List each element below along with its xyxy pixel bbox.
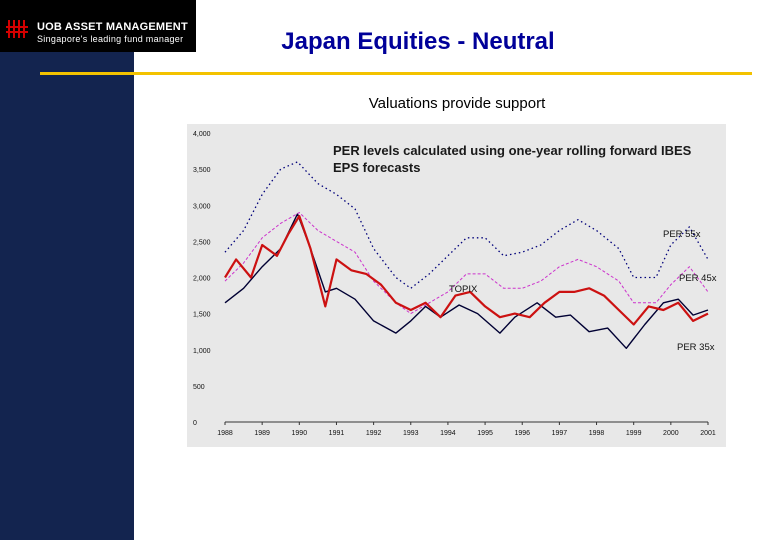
x-tick-label: 1988 [217,430,233,437]
sidebar-band [0,0,134,540]
series-line-per-35x [224,214,709,326]
chart-area: 4,000 3,500 3,000 2,500 2,000 1,500 1,000 500 0 … [187,124,726,447]
series-line-per-55x [224,161,709,289]
x-tick-label: 1995 [477,430,493,437]
slide-subtitle: Valuations provide support [368,95,546,112]
x-tick-label: 1998 [589,430,605,437]
x-tick-label: 1991 [329,430,345,437]
y-tick-label: 500 [193,384,205,391]
title-rule [40,72,752,75]
y-tick-label: 3,000 [193,203,211,210]
logo-mark-icon [6,20,28,38]
chart-annotation-line-2: EPS forecasts [333,160,420,175]
x-tick-label: 1990 [292,430,308,437]
y-tick-label: 3,500 [193,167,211,174]
x-tick-label: 2000 [663,430,679,437]
x-tick-label: 1997 [552,430,568,437]
x-tick-label: 1994 [440,430,456,437]
series-label-per-35x: PER 35x [677,342,715,353]
x-tick-label: 2001 [700,430,716,437]
chart-annotation-line-1: PER levels calculated using one-year rol… [333,143,692,158]
x-tick-label: 1989 [254,430,270,437]
series-label-per-45x: PER 45x [679,273,717,284]
y-tick-label: 1,000 [193,348,211,355]
y-tick-label: 0 [193,420,197,427]
y-tick-label: 4,000 [193,131,211,138]
company-name: UOB ASSET MANAGEMENT [37,21,188,33]
series-line-topix [224,213,709,350]
y-tick-label: 1,500 [193,312,211,319]
y-tick-label: 2,500 [193,239,211,246]
company-tagline: Singapore's leading fund manager [37,34,184,44]
x-tick-label: 1993 [403,430,419,437]
y-tick-label: 2,000 [193,276,211,283]
x-tick-label: 1996 [514,430,530,437]
series-line-per-45x [224,212,709,315]
series-label-topix: TOPIX [449,284,478,295]
company-logo: UOB ASSET MANAGEMENT Singapore's leading… [0,0,196,52]
valuation-chart: 4,0003,5003,0002,5002,0001,5001,0005000 … [193,131,717,437]
note-line-1: Going back to valuations, mkt looks chea… [190,461,397,473]
note-line-2: Over past 12 years, floor = 35X = 1450 o… [190,485,431,497]
x-tick-label: 1992 [366,430,382,437]
slide-title: Japan Equities - Neutral [281,28,555,55]
x-tick-label: 1999 [626,430,642,437]
note-line-3: PER lowest 31X in Oct98 =1300 [190,508,348,520]
series-label-per-55x: PER 55x [663,229,701,240]
